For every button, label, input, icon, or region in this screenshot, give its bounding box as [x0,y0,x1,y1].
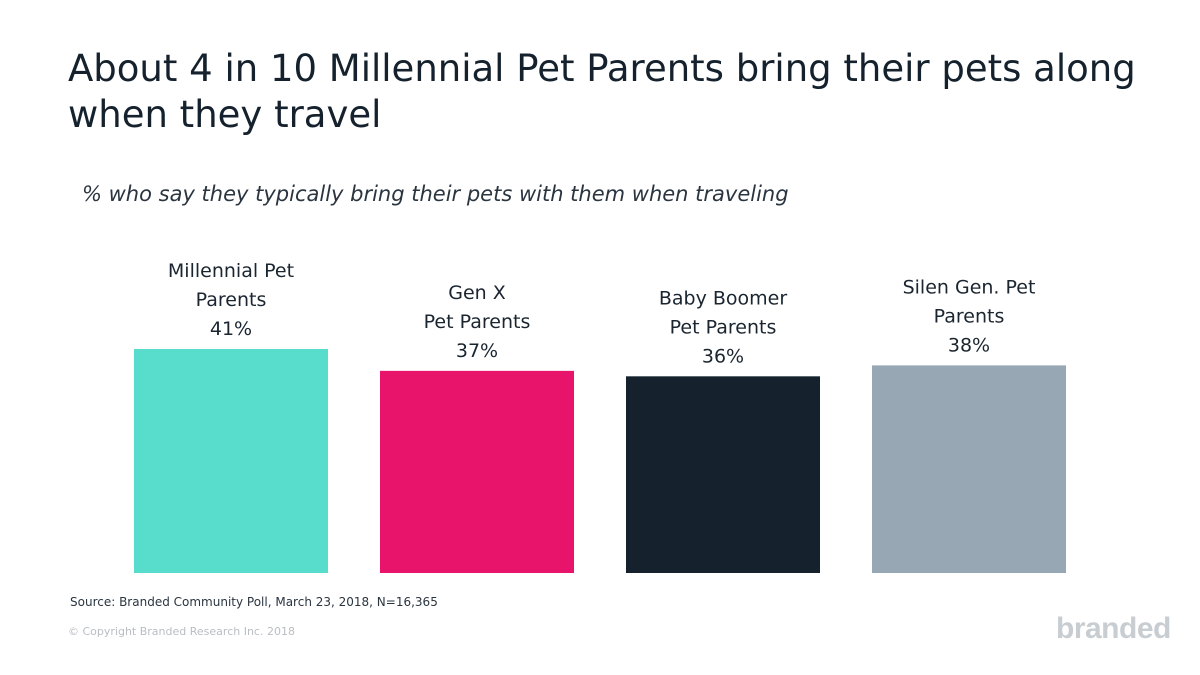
copyright-note: © Copyright Branded Research Inc. 2018 [68,625,295,638]
bar-2 [380,370,574,573]
bar-value-label-2: 37% [456,340,498,362]
bar-category-label-2: Pet Parents [424,311,531,333]
chart-title: About 4 in 10 Millennial Pet Parents bri… [68,47,1136,136]
bar-1 [134,349,328,573]
source-note: Source: Branded Community Poll, March 23… [70,595,438,609]
bar-category-label-1: Millennial Pet [168,260,294,282]
bar-value-label-1: 41% [210,318,252,340]
bar-value-label-4: 38% [948,334,990,356]
branded-logo: branded [1056,612,1171,645]
bar-category-label-3: Pet Parents [670,316,777,338]
bar-category-label-2: Gen X [448,282,506,304]
bar-3 [626,376,820,573]
bar-category-label-1: Parents [196,289,267,311]
chart-subtitle: % who say they typically bring their pet… [82,182,789,206]
bar-4 [872,365,1066,573]
bar-category-label-4: Silen Gen. Pet [903,276,1036,298]
bar-category-label-3: Baby Boomer [659,287,788,309]
bar-value-label-3: 36% [702,345,744,367]
bar-category-label-4: Parents [934,305,1005,327]
